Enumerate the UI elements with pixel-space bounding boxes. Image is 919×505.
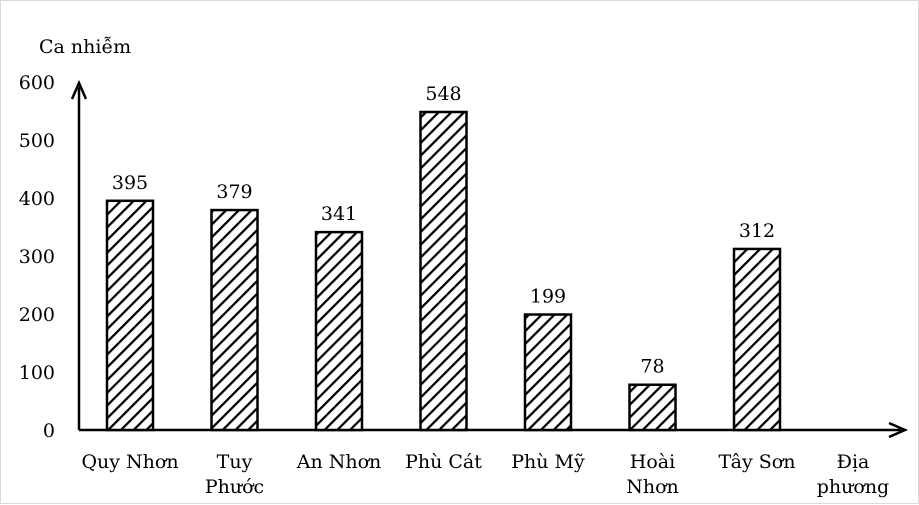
data-label: 199 <box>530 286 566 308</box>
y-axis-title: Ca nhiễm <box>39 36 131 58</box>
x-tick-label: Nhơn <box>626 476 679 498</box>
data-label: 379 <box>216 181 252 203</box>
bar <box>523 313 573 432</box>
labels: Ca nhiễm 395 Quy Nhơn 379 Tuy Phước 341 An Nhơn… <box>39 36 889 498</box>
data-label: 395 <box>112 172 148 194</box>
bar <box>210 208 259 432</box>
bar <box>105 199 155 432</box>
data-label: 312 <box>739 220 775 242</box>
bars <box>105 110 782 432</box>
x-tick-label: Tây Sơn <box>719 451 796 473</box>
data-label: 78 <box>640 356 664 378</box>
x-tick-label: Hoài <box>630 451 675 473</box>
x-tick-label: Phước <box>205 476 264 498</box>
bar <box>732 247 782 432</box>
data-label: 341 <box>321 203 357 225</box>
y-tick-label: 600 <box>19 72 55 94</box>
bar <box>314 230 364 432</box>
y-tick-label: 300 <box>19 246 55 268</box>
x-axis-title: Địa <box>837 451 870 473</box>
bar <box>628 383 677 432</box>
x-tick-label: Phù Mỹ <box>511 451 585 473</box>
y-axis-arrow <box>70 79 88 100</box>
x-axis-arrow <box>888 421 909 439</box>
y-tick-label: 0 <box>43 420 55 442</box>
x-tick-label: Quy Nhơn <box>81 451 178 473</box>
x-tick-label: Phù Cát <box>405 451 482 473</box>
data-label: 548 <box>425 83 461 105</box>
y-tick-label: 200 <box>19 304 55 326</box>
y-tick-label: 400 <box>19 188 55 210</box>
y-tick-label: 100 <box>19 362 55 384</box>
x-tick-label: Tuy <box>217 451 253 473</box>
x-tick-label: An Nhơn <box>296 451 382 473</box>
x-axis-title: phương <box>817 476 889 498</box>
bar <box>419 110 468 432</box>
y-tick-label: 500 <box>19 130 55 152</box>
